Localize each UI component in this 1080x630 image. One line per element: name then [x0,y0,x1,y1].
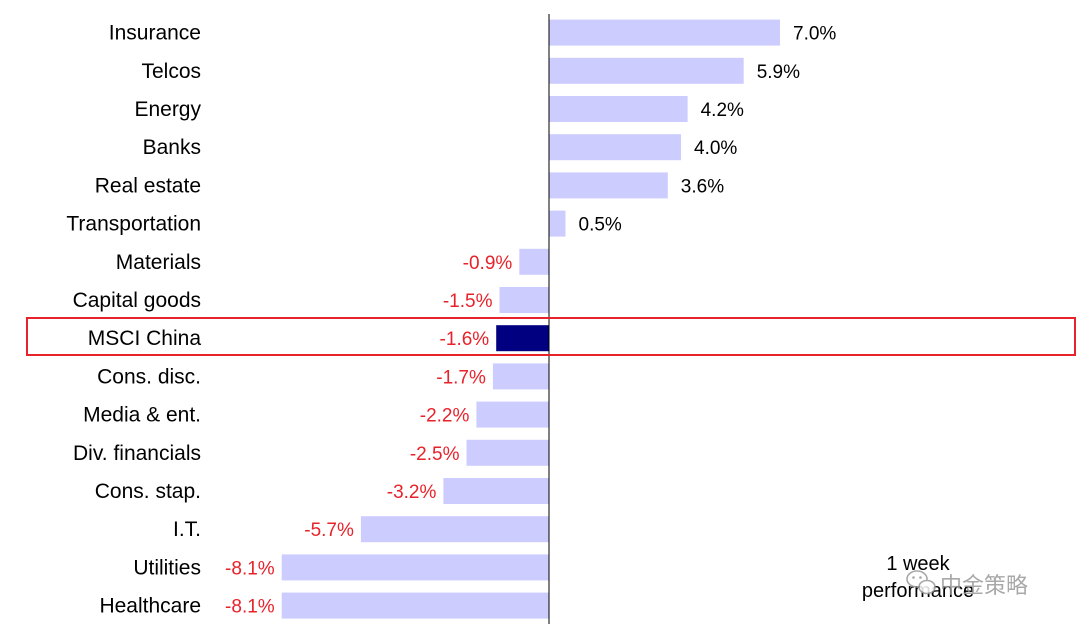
value-label-telcos: 5.9% [757,62,800,83]
category-label-i-t: I.T. [173,518,201,541]
annotation-line-2: performance [862,580,974,602]
value-label-div-financials: -2.5% [410,444,460,465]
watermark: 中金策略 [906,570,1028,599]
value-label-banks: 4.0% [694,138,737,159]
category-label-transportation: Transportation [66,213,201,236]
watermark-text: 中金策略 [940,574,1028,599]
bar-materials [519,248,549,275]
bar-i-t [360,516,549,543]
category-label-msci-china: MSCI China [88,327,202,350]
msci-china-highlight-box [26,317,1076,356]
bar-cons-disc [492,363,549,390]
category-label-insurance: Insurance [109,22,201,45]
value-label-msci-china: -1.6% [440,329,490,350]
bar-capital-goods [499,287,549,313]
value-label-insurance: 7.0% [793,24,836,45]
value-label-materials: -0.9% [463,253,513,274]
bar-insurance [549,19,780,46]
value-label-cons-disc: -1.7% [436,367,486,388]
bar-energy [549,96,688,122]
bar-telcos [549,57,744,84]
value-label-media-ent: -2.2% [420,406,470,427]
value-label-transportation: 0.5% [579,215,622,236]
category-label-healthcare: Healthcare [99,595,201,618]
bars-group [281,19,780,619]
bar-div-financials [466,439,549,466]
value-label-healthcare: -8.1% [225,597,275,618]
bar-real-estate [549,172,668,199]
wechat-icon [906,570,936,595]
category-label-real-estate: Real estate [95,174,201,197]
value-label-real-estate: 3.6% [681,176,724,197]
category-label-banks: Banks [143,136,201,159]
category-label-div-financials: Div. financials [73,442,201,465]
category-label-materials: Materials [116,251,201,274]
value-label-capital-goods: -1.5% [443,291,493,312]
value-label-i-t: -5.7% [304,520,354,541]
category-label-telcos: Telcos [141,60,201,83]
bar-cons-stap [443,478,549,504]
value-label-energy: 4.2% [701,100,744,121]
bar-healthcare [281,592,549,619]
category-label-utilities: Utilities [133,556,201,579]
bar-msci-china [496,325,549,352]
annotation-line-1: 1 week [886,553,950,575]
category-label-energy: Energy [134,98,201,121]
category-label-media-ent: Media & ent. [83,404,201,427]
value-label-cons-stap: -3.2% [387,482,437,503]
category-label-cons-stap: Cons. stap. [95,480,201,503]
value-label-utilities: -8.1% [225,558,275,579]
bar-media-ent [476,401,549,428]
bar-banks [549,134,681,161]
category-label-cons-disc: Cons. disc. [97,365,201,388]
bar-transportation [549,210,566,237]
category-label-capital-goods: Capital goods [73,289,201,312]
bar-utilities [281,554,549,581]
labels-group: Insurance 7.0% Telcos 5.9% Energy 4.2% Banks 4.… [66,22,836,618]
